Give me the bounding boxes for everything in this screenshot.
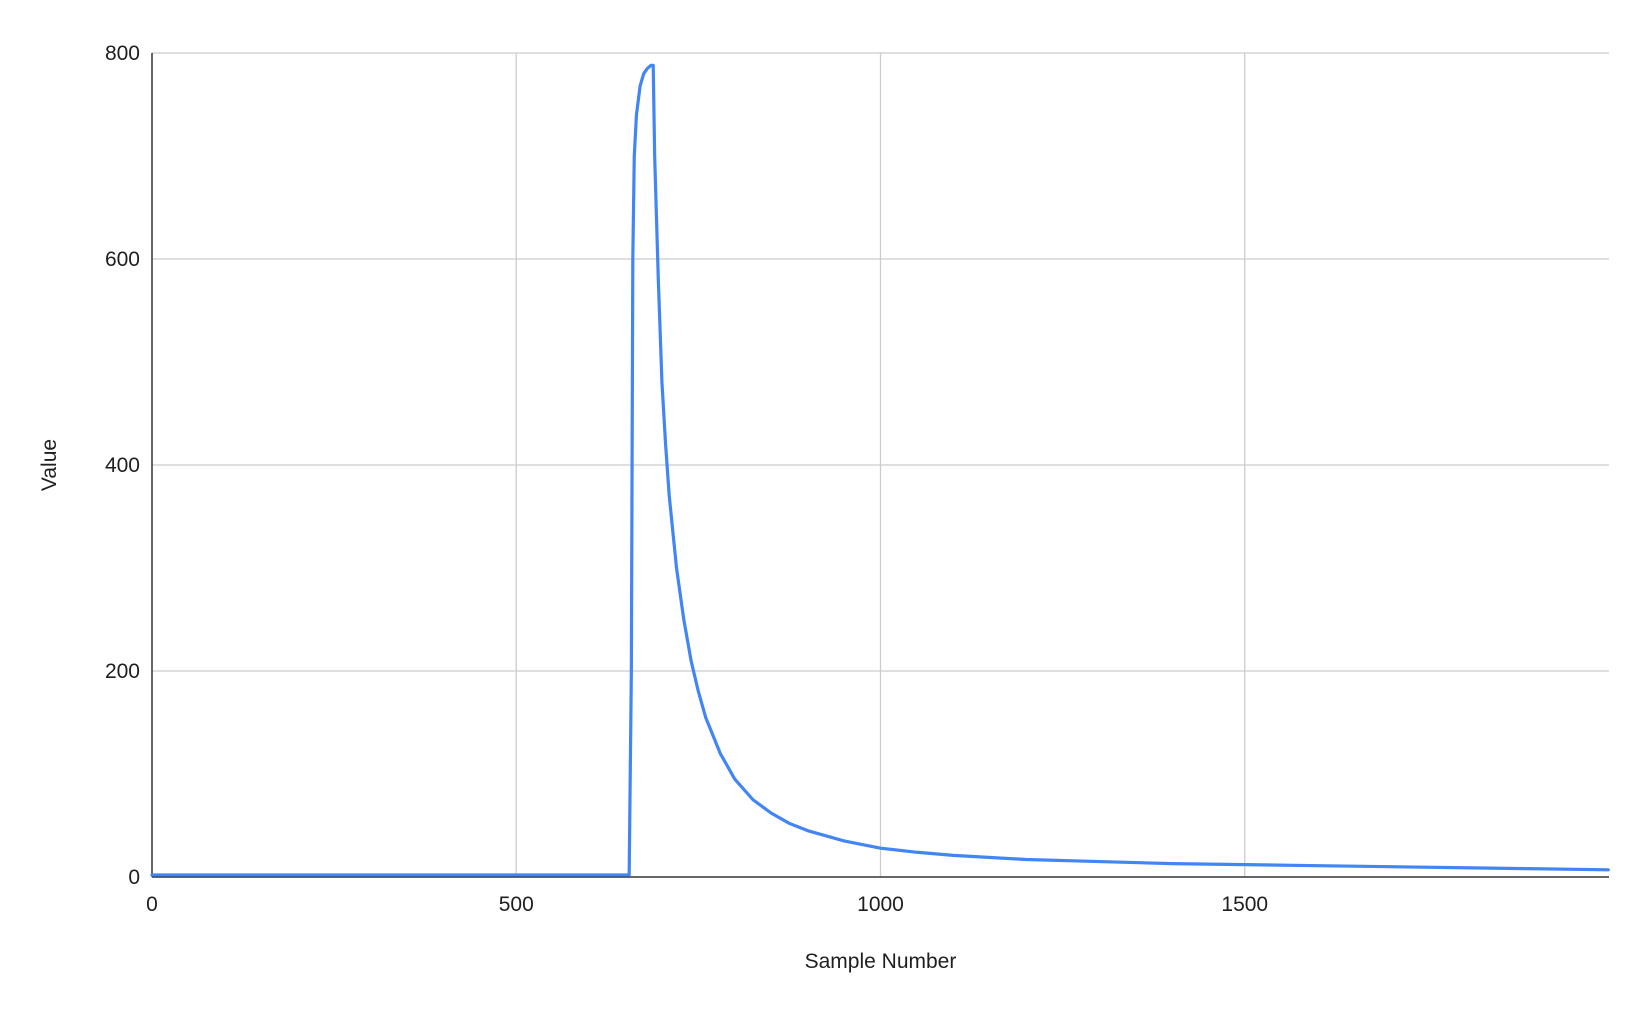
series-line-0 (150, 63, 1610, 877)
tick-labels: 0 200 400 600 800 0 500 1000 1500 (105, 42, 1268, 916)
x-axis-title: Sample Number (805, 950, 957, 973)
y-tick-label: 400 (105, 454, 140, 477)
gridlines (152, 52, 1609, 877)
y-tick-label: 0 (128, 866, 140, 889)
x-tick-label: 1500 (1221, 893, 1268, 916)
y-tick-label: 800 (105, 42, 140, 65)
x-tick-label: 0 (146, 893, 158, 916)
y-tick-label: 200 (105, 660, 140, 683)
x-tick-label: 500 (499, 893, 534, 916)
series-layer (150, 63, 1610, 877)
x-tick-label: 1000 (857, 893, 904, 916)
y-tick-label: 600 (105, 248, 140, 271)
axes (151, 53, 1609, 878)
y-axis-title: Value (38, 439, 61, 491)
